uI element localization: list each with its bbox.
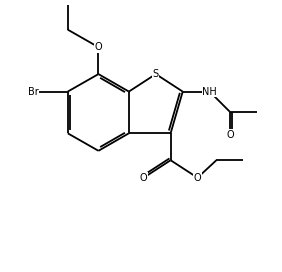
Text: O: O <box>194 173 201 183</box>
Text: NH: NH <box>202 86 217 97</box>
Text: Br: Br <box>28 86 39 97</box>
Text: O: O <box>140 173 147 183</box>
Text: O: O <box>226 130 234 140</box>
Text: O: O <box>95 42 102 52</box>
Text: S: S <box>153 69 159 79</box>
